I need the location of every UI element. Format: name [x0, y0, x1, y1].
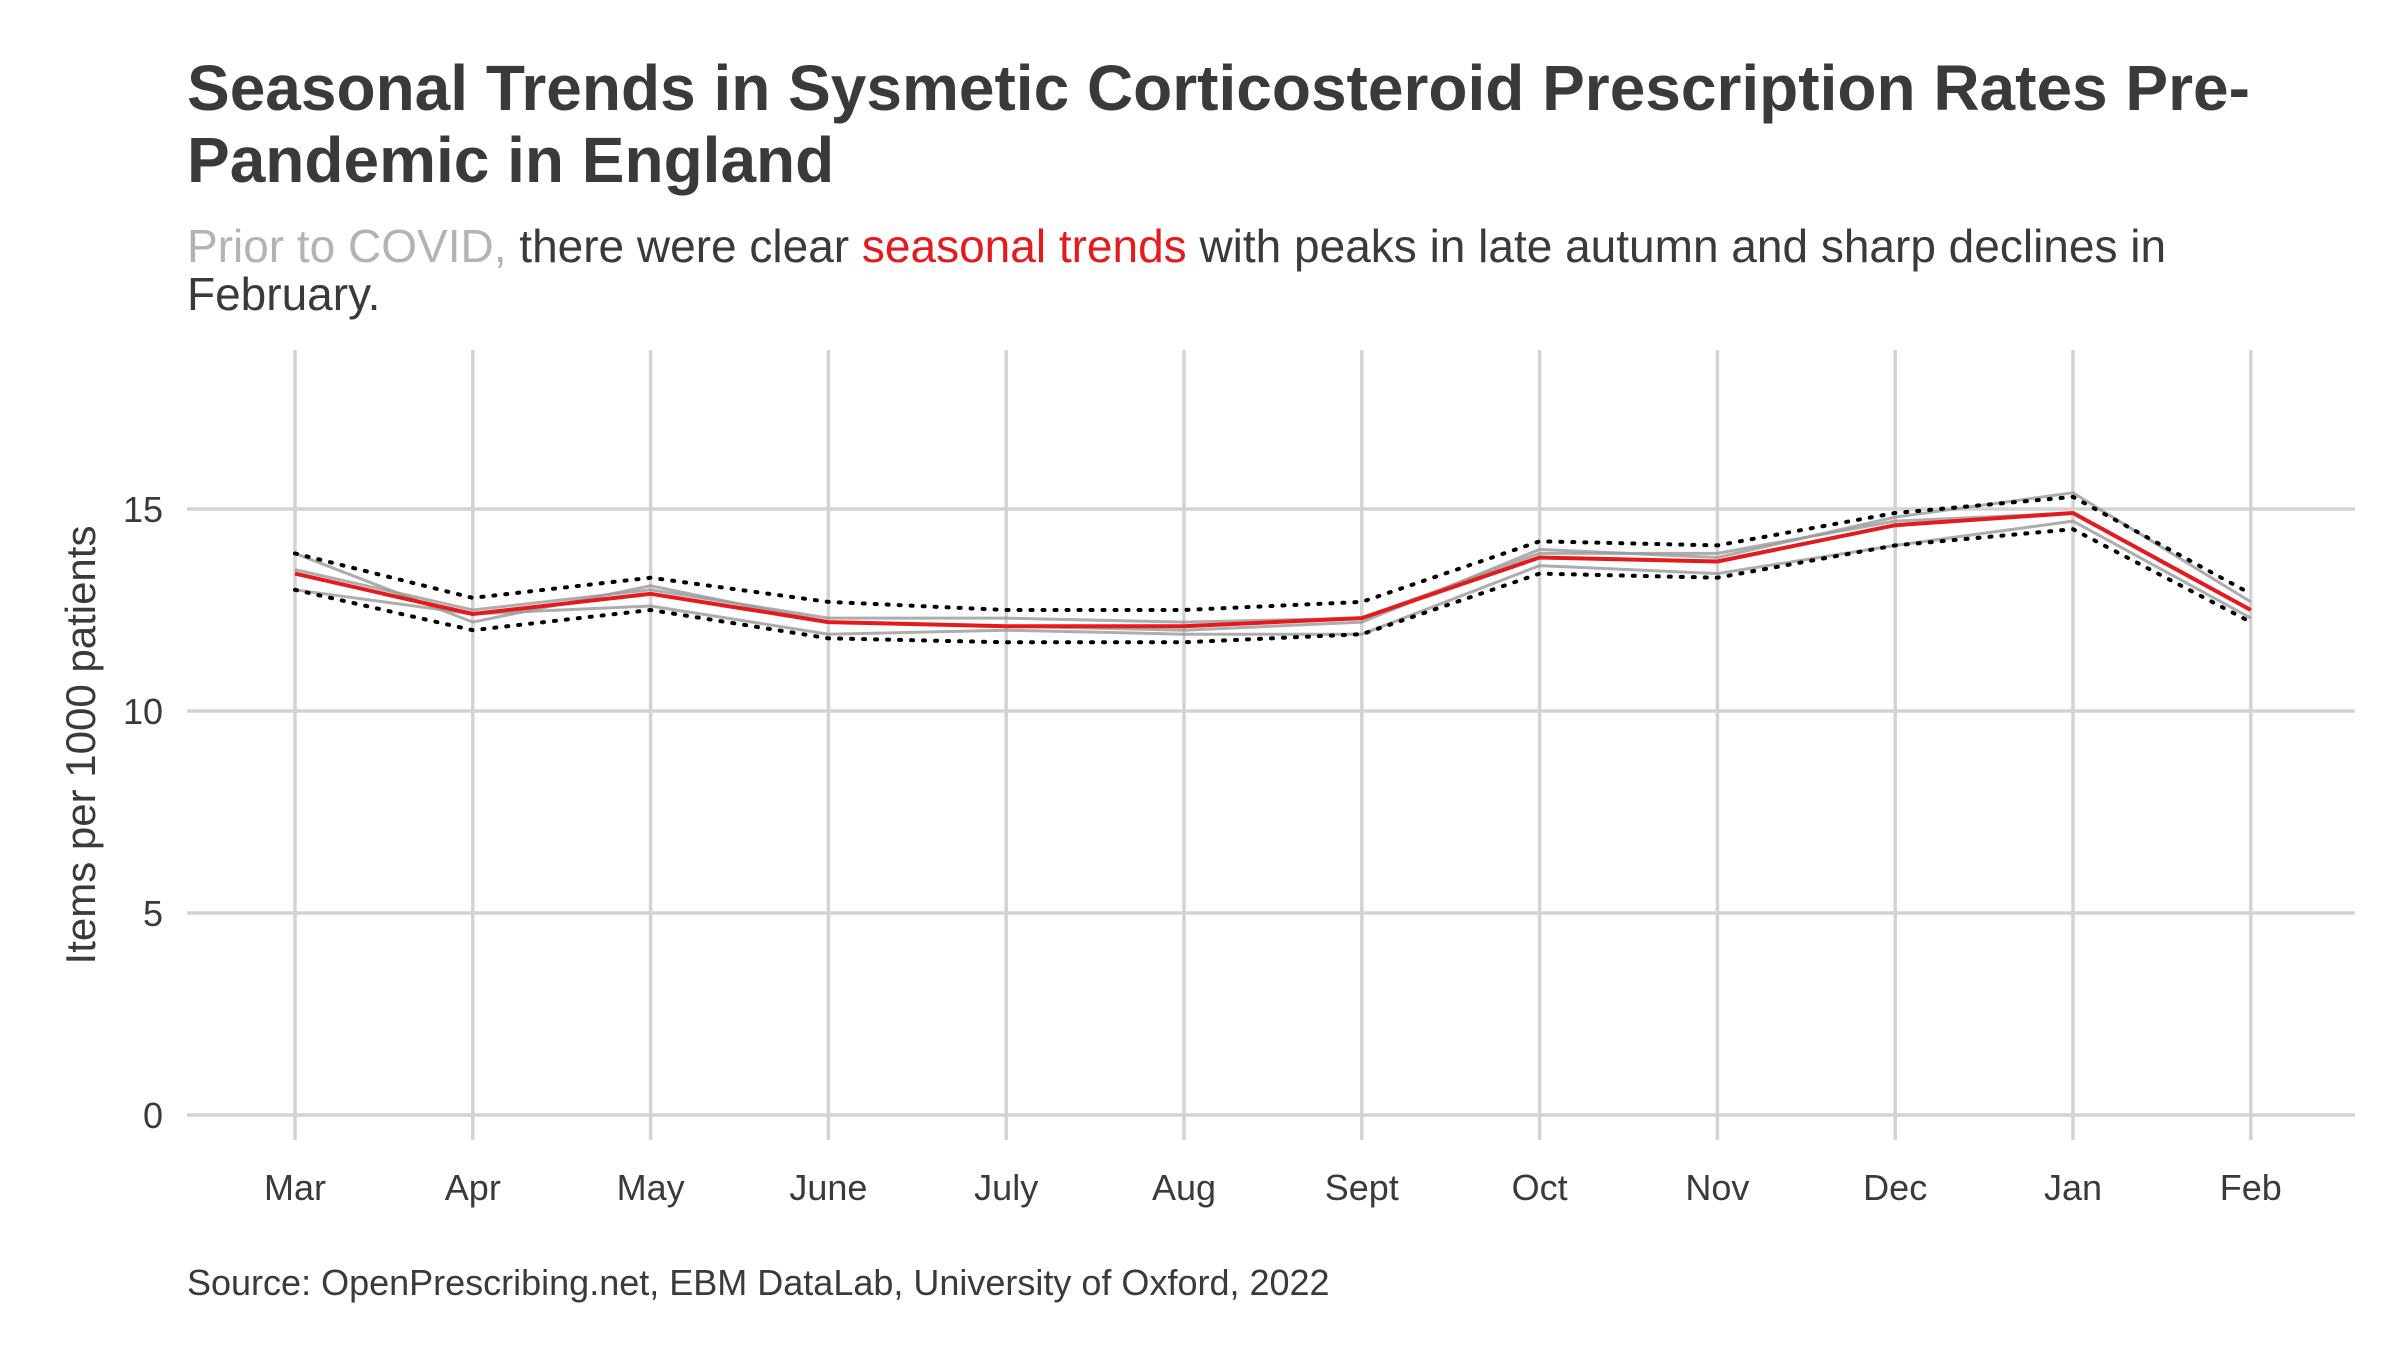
series-line-year [294, 511, 2252, 624]
series-line-median [294, 511, 2252, 629]
y-tick-label: 5 [143, 893, 163, 934]
subtitle-seasonal-trends: seasonal trends [861, 220, 1187, 272]
y-tick-label: 0 [143, 1095, 163, 1136]
series-line-lower-decile [293, 527, 2253, 645]
x-tick-label: Aug [1152, 1167, 1216, 1208]
x-tick-label: May [617, 1167, 685, 1208]
x-tick-label: Apr [445, 1167, 501, 1208]
x-tick-label: June [789, 1167, 867, 1208]
source-caption: Source: OpenPrescribing.net, EBM DataLab… [187, 1262, 1330, 1303]
x-tick-label: Nov [1685, 1167, 1749, 1208]
x-tick-label: July [974, 1167, 1038, 1208]
x-tick-label: Dec [1863, 1167, 1927, 1208]
x-tick-label: Sept [1325, 1167, 1399, 1208]
chart-title: Seasonal Trends in Sysmetic Corticostero… [187, 52, 2250, 196]
x-tick-label: Jan [2044, 1167, 2102, 1208]
y-tick-label: 10 [123, 691, 163, 732]
x-tick-label: Mar [264, 1167, 326, 1208]
y-axis-label: Items per 1000 patients [57, 526, 104, 965]
series-line-upper-decile [293, 494, 2253, 612]
subtitle-prior-covid: Prior to COVID, [187, 220, 507, 272]
y-tick-label: 15 [123, 489, 163, 530]
x-tick-label: Oct [1512, 1167, 1568, 1208]
chart-subtitle: Prior to COVID, there were clear seasona… [187, 222, 2187, 318]
subtitle-text-1: there were clear [506, 220, 862, 272]
series-line-year [294, 519, 2252, 636]
x-tick-label: Feb [2220, 1167, 2282, 1208]
subtitle-text-2: with peaks in late autumn and sharp decl… [187, 220, 2167, 320]
